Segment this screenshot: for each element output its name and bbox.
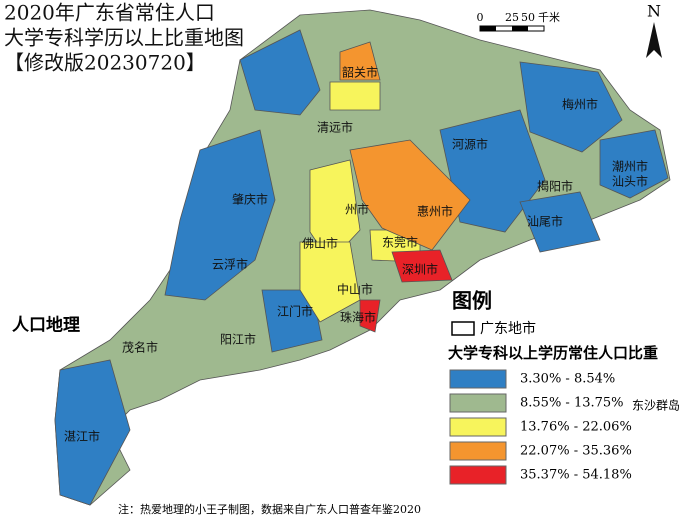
legend-boundary-swatch [451,321,475,336]
legend-label: 3.30% - 8.54% [520,372,615,387]
city-label: 揭阳市 [537,179,573,194]
title-line: 大学专科学历以上比重地图 [4,26,244,50]
region-shanwei [519,191,601,253]
city-label: 湛江市 [64,429,100,444]
region-north [239,29,321,116]
region-shenzhen [391,249,453,283]
island-label: 东沙群岛 [632,398,680,413]
title-line: 【修改版20230720】 [4,51,206,75]
city-label: 河源市 [452,137,488,152]
scale-label: 千米 [538,11,560,24]
scale-bar-segment [512,26,528,31]
city-label: 清远市 [317,120,353,135]
city-label: 中山市 [337,282,373,297]
legend-swatch [449,417,507,437]
region-west [164,129,276,301]
city-label: 梅州市 [562,97,598,112]
north-label: N [647,2,661,21]
region-zhongshan [299,241,361,323]
title-line: 2020年广东省常住人口 [4,1,215,25]
city-label: 深圳市 [402,262,438,277]
legend-label: 35.37% - 54.18% [520,468,632,483]
region-zhanjiang [54,359,131,506]
scale-bar [479,25,545,32]
region-meizhou [519,61,623,153]
legend-swatch [449,465,507,485]
region-jiangmen [261,289,323,353]
city-label: 东莞市 [382,235,418,250]
legend-title: 图例 [452,289,492,313]
city-label: 云浮市 [212,257,248,272]
legend-swatch [449,393,507,413]
city-label: 江门市 [277,304,313,319]
legend-label: 13.76% - 22.06% [520,420,632,435]
scale-label: 25 [505,11,519,24]
scale-labels: 0 25 50 千米 N [477,2,662,25]
city-label: 汕尾市 [527,214,563,229]
city-label: 州市 [345,202,369,217]
scale-label: 0 [477,11,484,24]
legend-swatch [449,441,507,461]
city-label: 肇庆市 [232,192,268,207]
map-regions [54,9,671,506]
city-label: 佛山市 [302,236,338,251]
legend-label: 8.55% - 13.75% [520,396,624,411]
north-arrow [646,22,662,58]
city-label: 茂名市 [122,340,158,355]
corner-label: 人口地理 [12,315,80,336]
region-chaozhou [599,129,669,199]
city-label: 汕头市 [612,174,648,189]
city-label: 潮州市 [612,159,648,174]
region-shaoguan-center [329,81,381,111]
city-label: 惠州市 [417,204,453,219]
city-label: 阳江市 [220,332,256,347]
scale-bar-segment [480,26,496,31]
region-shaoguan-city [339,41,381,81]
legend-label: 22.07% - 35.36% [520,444,632,459]
city-label: 韶关市 [342,65,378,80]
legend-subtitle: 大学专科以上学历常住人口比重 [448,344,658,362]
footer: 注：热爱地理的小王子制图，数据来自广东人口普查年鉴2020 [118,502,421,516]
city-label: 珠海市 [340,310,376,325]
legend-boundary: 广东地市 [480,320,536,337]
legend-swatch [449,369,507,389]
scale-label: 50 [521,11,535,24]
region-zhuhai [359,299,381,333]
